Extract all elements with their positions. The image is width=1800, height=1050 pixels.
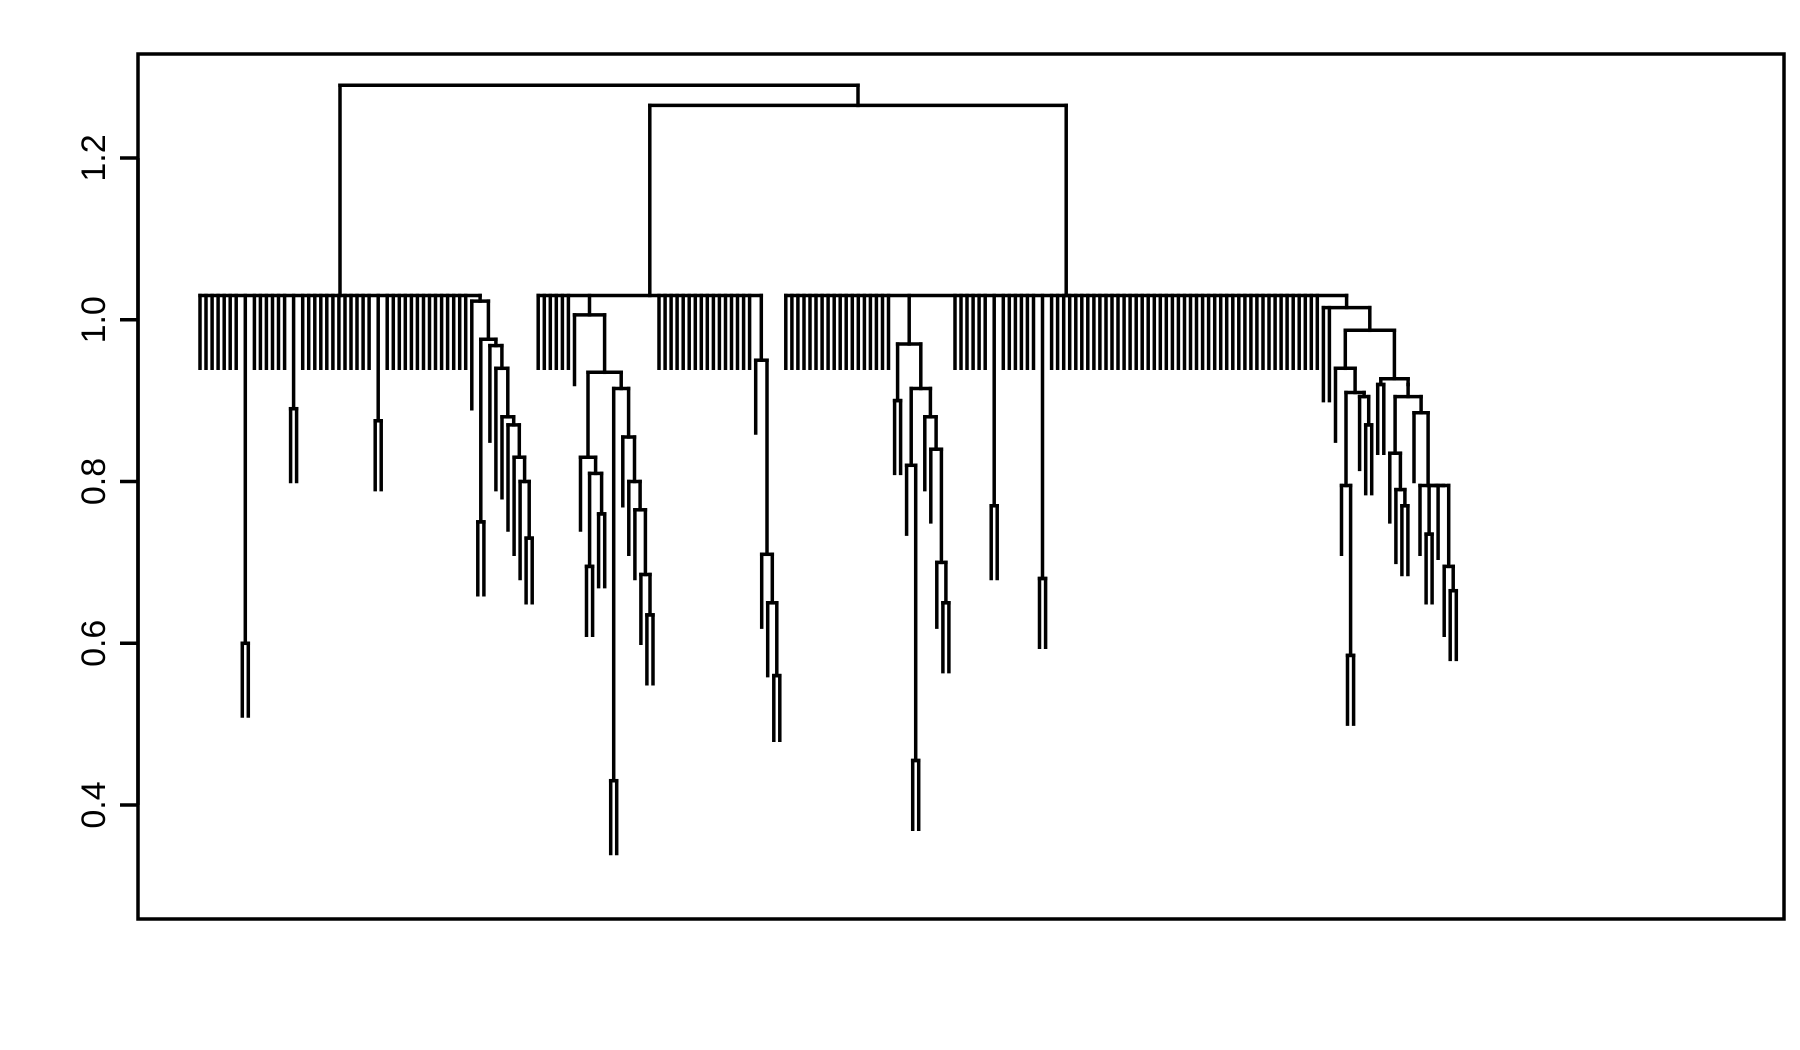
y-tick-label-3: 1.0 [75,296,113,343]
y-tick-label-2: 0.8 [75,458,113,505]
plot-frame [136,52,1786,921]
y-axis-ticks: 0.4 0.6 0.8 1.0 1.2 [75,134,138,829]
dendrogram-branches [198,83,1459,856]
y-tick-label-4: 1.2 [75,134,113,181]
y-tick-label-0: 0.4 [75,781,113,828]
y-tick-label-1: 0.6 [75,620,113,667]
